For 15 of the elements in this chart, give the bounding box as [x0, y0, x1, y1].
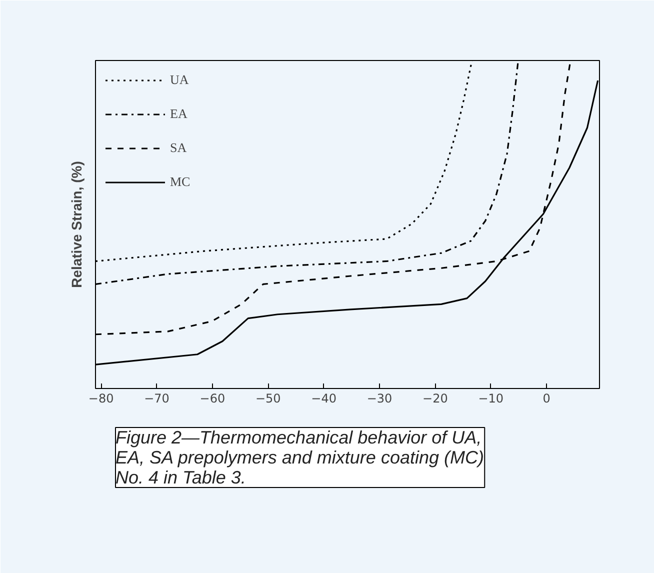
- legend-label: EA: [170, 106, 188, 122]
- legend-label: MC: [170, 174, 190, 190]
- x-tick-label: 0: [542, 392, 550, 406]
- x-tick-label: −30: [366, 392, 392, 406]
- y-axis-title: Relative Strain, (%): [68, 161, 84, 288]
- x-tick-label: −70: [144, 392, 170, 406]
- legend-label: UA: [170, 72, 190, 88]
- x-tick-label: −80: [88, 392, 114, 406]
- x-tick-label: −50: [255, 392, 281, 406]
- x-tick-label: −20: [422, 392, 448, 406]
- x-tick-label: −60: [200, 392, 226, 406]
- x-tick-label: −40: [311, 392, 336, 406]
- caption: Figure 2—Thermomechanical behavior of UA, EA, SA prepolymers and mixture coating (MC) No. 4 in Table 3.: [116, 428, 484, 488]
- legend-label: SA: [170, 140, 188, 156]
- x-tick-label: −10: [478, 392, 504, 406]
